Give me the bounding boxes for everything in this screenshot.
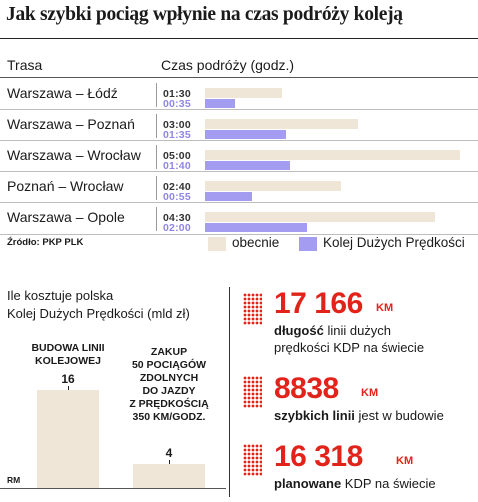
cost-bar-caption: ZAKUP 50 POCIĄGÓW ZDOLNYCH DO JAZDY Z PRĘDKO…	[111, 346, 227, 424]
time-label-kdp: 00:35	[163, 98, 191, 110]
caption-line: ZAKUP	[150, 346, 188, 358]
travel-time-chart: Warszawa – Łódź 01:30 00:35 Warszawa – Pozn…	[0, 78, 478, 236]
time-label-kdp: 01:35	[163, 129, 191, 141]
cost-chart-title-line-2: Kolej Dużych Prędkości (mld zł)	[7, 306, 190, 321]
bar-kdp	[205, 130, 286, 139]
caption-line: DO JAZDY	[142, 385, 196, 397]
caption-line: KOLEJOWEJ	[35, 355, 101, 367]
fact-number: 8838	[274, 372, 339, 405]
vertical-guide	[156, 145, 157, 169]
time-label-current: 02:40	[163, 181, 191, 193]
time-label-kdp: 02:00	[163, 222, 191, 234]
route-label: Warszawa – Opole	[7, 209, 125, 225]
fact-text: KDP na świecie	[341, 476, 436, 491]
time-column-header: Czas podróży (godz.)	[161, 57, 295, 73]
title-divider	[0, 38, 478, 39]
fact-bold: planowane	[274, 476, 342, 491]
route-column-header: Trasa	[7, 57, 43, 73]
legend: obecnie Kolej Dużych Prędkości	[208, 235, 478, 255]
route-label: Warszawa – Łódź	[7, 85, 118, 101]
bar-kdp	[205, 192, 252, 201]
bar-current	[205, 119, 358, 129]
fact-text: linii dużych	[323, 323, 392, 338]
fact-text: jest w budowie	[354, 408, 444, 423]
fact-number: 16 318	[274, 440, 363, 473]
fact-unit: KM	[376, 302, 394, 314]
cost-bar	[37, 390, 99, 488]
bar-current	[205, 212, 435, 222]
fact-2: 8838 KM szybkich linii jest w budowie	[243, 372, 475, 424]
route-label: Warszawa – Wrocław	[7, 147, 141, 163]
bar-current	[205, 150, 460, 160]
bar-current	[205, 88, 282, 98]
bar-kdp	[205, 223, 307, 232]
dot-pattern-icon	[243, 444, 262, 476]
row-divider	[0, 140, 478, 141]
dot-pattern-icon	[243, 376, 262, 408]
time-label-kdp: 00:55	[163, 191, 191, 203]
legend-label-kdp: Kolej Dużych Prędkości	[323, 235, 465, 250]
caption-line: 350 KM/GODZ.	[132, 411, 206, 423]
fact-description: szybkich linii jest w budowie	[274, 407, 444, 424]
caption-line: 50 POCIĄGÓW	[131, 359, 207, 371]
caption-line: Z PRĘDKOŚCIĄ	[129, 398, 209, 410]
row-divider	[0, 109, 478, 110]
fact-number: 17 166	[274, 287, 363, 320]
baseline	[0, 488, 226, 489]
time-label-current: 01:30	[163, 88, 191, 100]
cost-chart-title: Ile kosztuje polska Kolej Dużych Prędkoś…	[7, 287, 190, 323]
page-title: Jak szybki pociąg wpłynie na czas podróż…	[6, 4, 403, 25]
value-tick	[169, 459, 170, 464]
vertical-guide	[156, 114, 157, 138]
cost-bar-value: 16	[61, 372, 75, 386]
bar-kdp	[205, 161, 291, 170]
time-label-current: 04:30	[163, 212, 191, 224]
legend-swatch-current	[208, 237, 226, 251]
cost-bar-caption: BUDOWA LINII KOLEJOWEJ	[15, 342, 121, 368]
legend-swatch-kdp	[299, 237, 317, 251]
source-note: Źródło: PKP PLK	[7, 237, 84, 248]
header-divider	[0, 77, 478, 78]
vertical-guide	[156, 176, 157, 200]
vertical-guide	[156, 207, 157, 231]
cost-bar-value: 4	[165, 445, 173, 460]
fact-description: planowane KDP na świecie	[274, 475, 436, 492]
fact-bold: szybkich linii	[274, 408, 355, 423]
caption-line: BUDOWA LINII	[31, 342, 105, 354]
row-divider	[0, 171, 478, 172]
bar-current	[205, 181, 342, 191]
section-separator	[229, 287, 230, 497]
vertical-guide	[156, 83, 157, 107]
row-divider	[0, 202, 478, 203]
bar-kdp	[205, 99, 235, 108]
cost-chart-title-line-1: Ile kosztuje polska	[7, 288, 114, 303]
cost-bar	[133, 463, 205, 488]
time-label-kdp: 01:40	[163, 160, 191, 172]
time-label-current: 03:00	[163, 119, 191, 131]
fact-unit: KM	[396, 455, 414, 467]
cost-chart: BUDOWA LINII KOLEJOWEJ 16 ZAKUP 50 POCIĄGÓW Z…	[0, 330, 230, 502]
route-label: Poznań – Wrocław	[7, 178, 124, 194]
value-tick	[68, 386, 69, 390]
fact-3: 16 318 KM planowane KDP na świecie	[243, 440, 475, 495]
row-divider	[0, 234, 478, 235]
fact-text-line-2: prędkości KDP na świecie	[274, 340, 425, 355]
legend-label-current: obecnie	[232, 235, 280, 250]
fact-bold: długość	[274, 323, 324, 338]
axis-label: RM	[7, 475, 21, 485]
caption-line: ZDOLNYCH	[139, 372, 199, 384]
fact-description: długość linii dużych prędkości KDP na św…	[274, 322, 424, 356]
time-label-current: 05:00	[163, 150, 191, 162]
dot-pattern-icon	[243, 293, 262, 325]
fact-unit: KM	[361, 387, 379, 399]
fact-1: 17 166 KM długość linii dużych prędkości…	[243, 287, 475, 357]
route-label: Warszawa – Poznań	[7, 116, 135, 132]
